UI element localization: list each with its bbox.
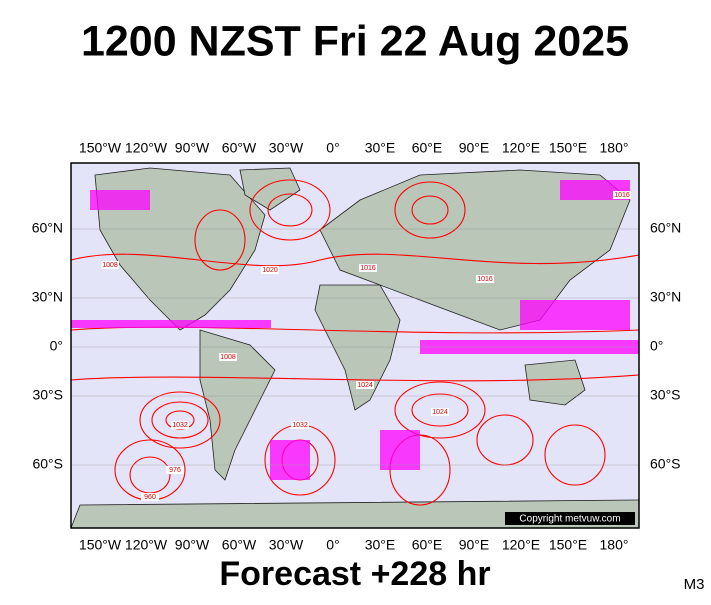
longitude-label: 0° bbox=[326, 140, 339, 156]
longitude-label: 150°E bbox=[549, 140, 587, 156]
longitude-label: 180° bbox=[600, 140, 629, 156]
map-frame bbox=[70, 162, 640, 529]
graticule bbox=[71, 228, 639, 466]
isobar-label-bg bbox=[613, 191, 631, 199]
land bbox=[71, 167, 639, 528]
longitude-label: 90°E bbox=[459, 537, 490, 553]
isobar-labels: 1024 1016 1016 1032 1024 1008 976 960 1020 1016 10… bbox=[101, 191, 631, 501]
latitude-label: 30°N bbox=[32, 289, 63, 305]
latitude-label: 30°S bbox=[650, 387, 681, 403]
isobar-label: 1032 bbox=[172, 422, 188, 429]
map: 1024 1016 1016 1032 1024 1008 976 960 1020 1016 10… bbox=[70, 162, 640, 529]
isobar-label: 1020 bbox=[262, 267, 278, 274]
isobar-label-bg bbox=[141, 493, 159, 501]
isobar-label: 1016 bbox=[477, 276, 493, 283]
longitude-label: 90°W bbox=[175, 537, 210, 553]
isobar-label-bg bbox=[219, 353, 237, 361]
isobar-label-bg bbox=[101, 261, 119, 269]
longitude-label: 120°E bbox=[502, 140, 540, 156]
isobar-label-bg bbox=[261, 266, 279, 274]
longitude-label: 0° bbox=[326, 537, 339, 553]
longitude-label: 90°W bbox=[175, 140, 210, 156]
title: 1200 NZST Fri 22 Aug 2025 bbox=[81, 17, 629, 65]
isobar-label: 1032 bbox=[292, 422, 308, 429]
latitude-label: 60°N bbox=[650, 220, 681, 236]
copyright-box bbox=[505, 512, 635, 525]
longitude-label: 150°E bbox=[549, 537, 587, 553]
longitude-label: 120°W bbox=[125, 140, 168, 156]
latitude-label: 0° bbox=[50, 338, 63, 354]
isobar-label: 1008 bbox=[102, 262, 118, 269]
longitude-label: 150°W bbox=[79, 140, 122, 156]
longitude-label: 60°E bbox=[412, 537, 443, 553]
isobar-label-bg bbox=[171, 421, 189, 429]
longitude-label: 30°E bbox=[365, 140, 396, 156]
latitude-label: 60°N bbox=[32, 220, 63, 236]
longitude-label: 60°W bbox=[222, 140, 257, 156]
isobar-label: 1016 bbox=[360, 265, 376, 272]
latitude-label: 60°S bbox=[32, 456, 63, 472]
isobar-label-bg bbox=[359, 264, 377, 272]
model-code: M3 bbox=[684, 576, 705, 593]
isobar-label-bg bbox=[431, 408, 449, 416]
isobar-label-bg bbox=[476, 275, 494, 283]
isobar-label-bg bbox=[356, 381, 374, 389]
longitude-label: 120°W bbox=[125, 537, 168, 553]
longitude-label: 60°W bbox=[222, 537, 257, 553]
isobar-label: 1008 bbox=[220, 354, 236, 361]
longitude-label: 150°W bbox=[79, 537, 122, 553]
longitude-label: 120°E bbox=[502, 537, 540, 553]
latitude-label: 30°S bbox=[32, 387, 63, 403]
longitude-label: 60°E bbox=[412, 140, 443, 156]
isobar-label: 960 bbox=[144, 494, 156, 501]
latitude-label: 0° bbox=[650, 338, 663, 354]
latitude-label: 30°N bbox=[650, 289, 681, 305]
longitude-label: 90°E bbox=[459, 140, 490, 156]
copyright: Copyright metvuw.com bbox=[519, 514, 620, 525]
longitude-label: 30°W bbox=[269, 537, 304, 553]
latitude-label: 60°S bbox=[650, 456, 681, 472]
isobar-label-bg bbox=[291, 421, 309, 429]
isobar-label: 1024 bbox=[357, 382, 373, 389]
isobar-label: 1016 bbox=[614, 192, 630, 199]
longitude-label: 30°W bbox=[269, 140, 304, 156]
isobar-label: 976 bbox=[169, 467, 181, 474]
isobar-label-bg bbox=[166, 466, 184, 474]
forecast-label: Forecast +228 hr bbox=[219, 555, 490, 593]
isobar-label: 1024 bbox=[432, 409, 448, 416]
longitude-label: 30°E bbox=[365, 537, 396, 553]
longitude-label: 180° bbox=[600, 537, 629, 553]
